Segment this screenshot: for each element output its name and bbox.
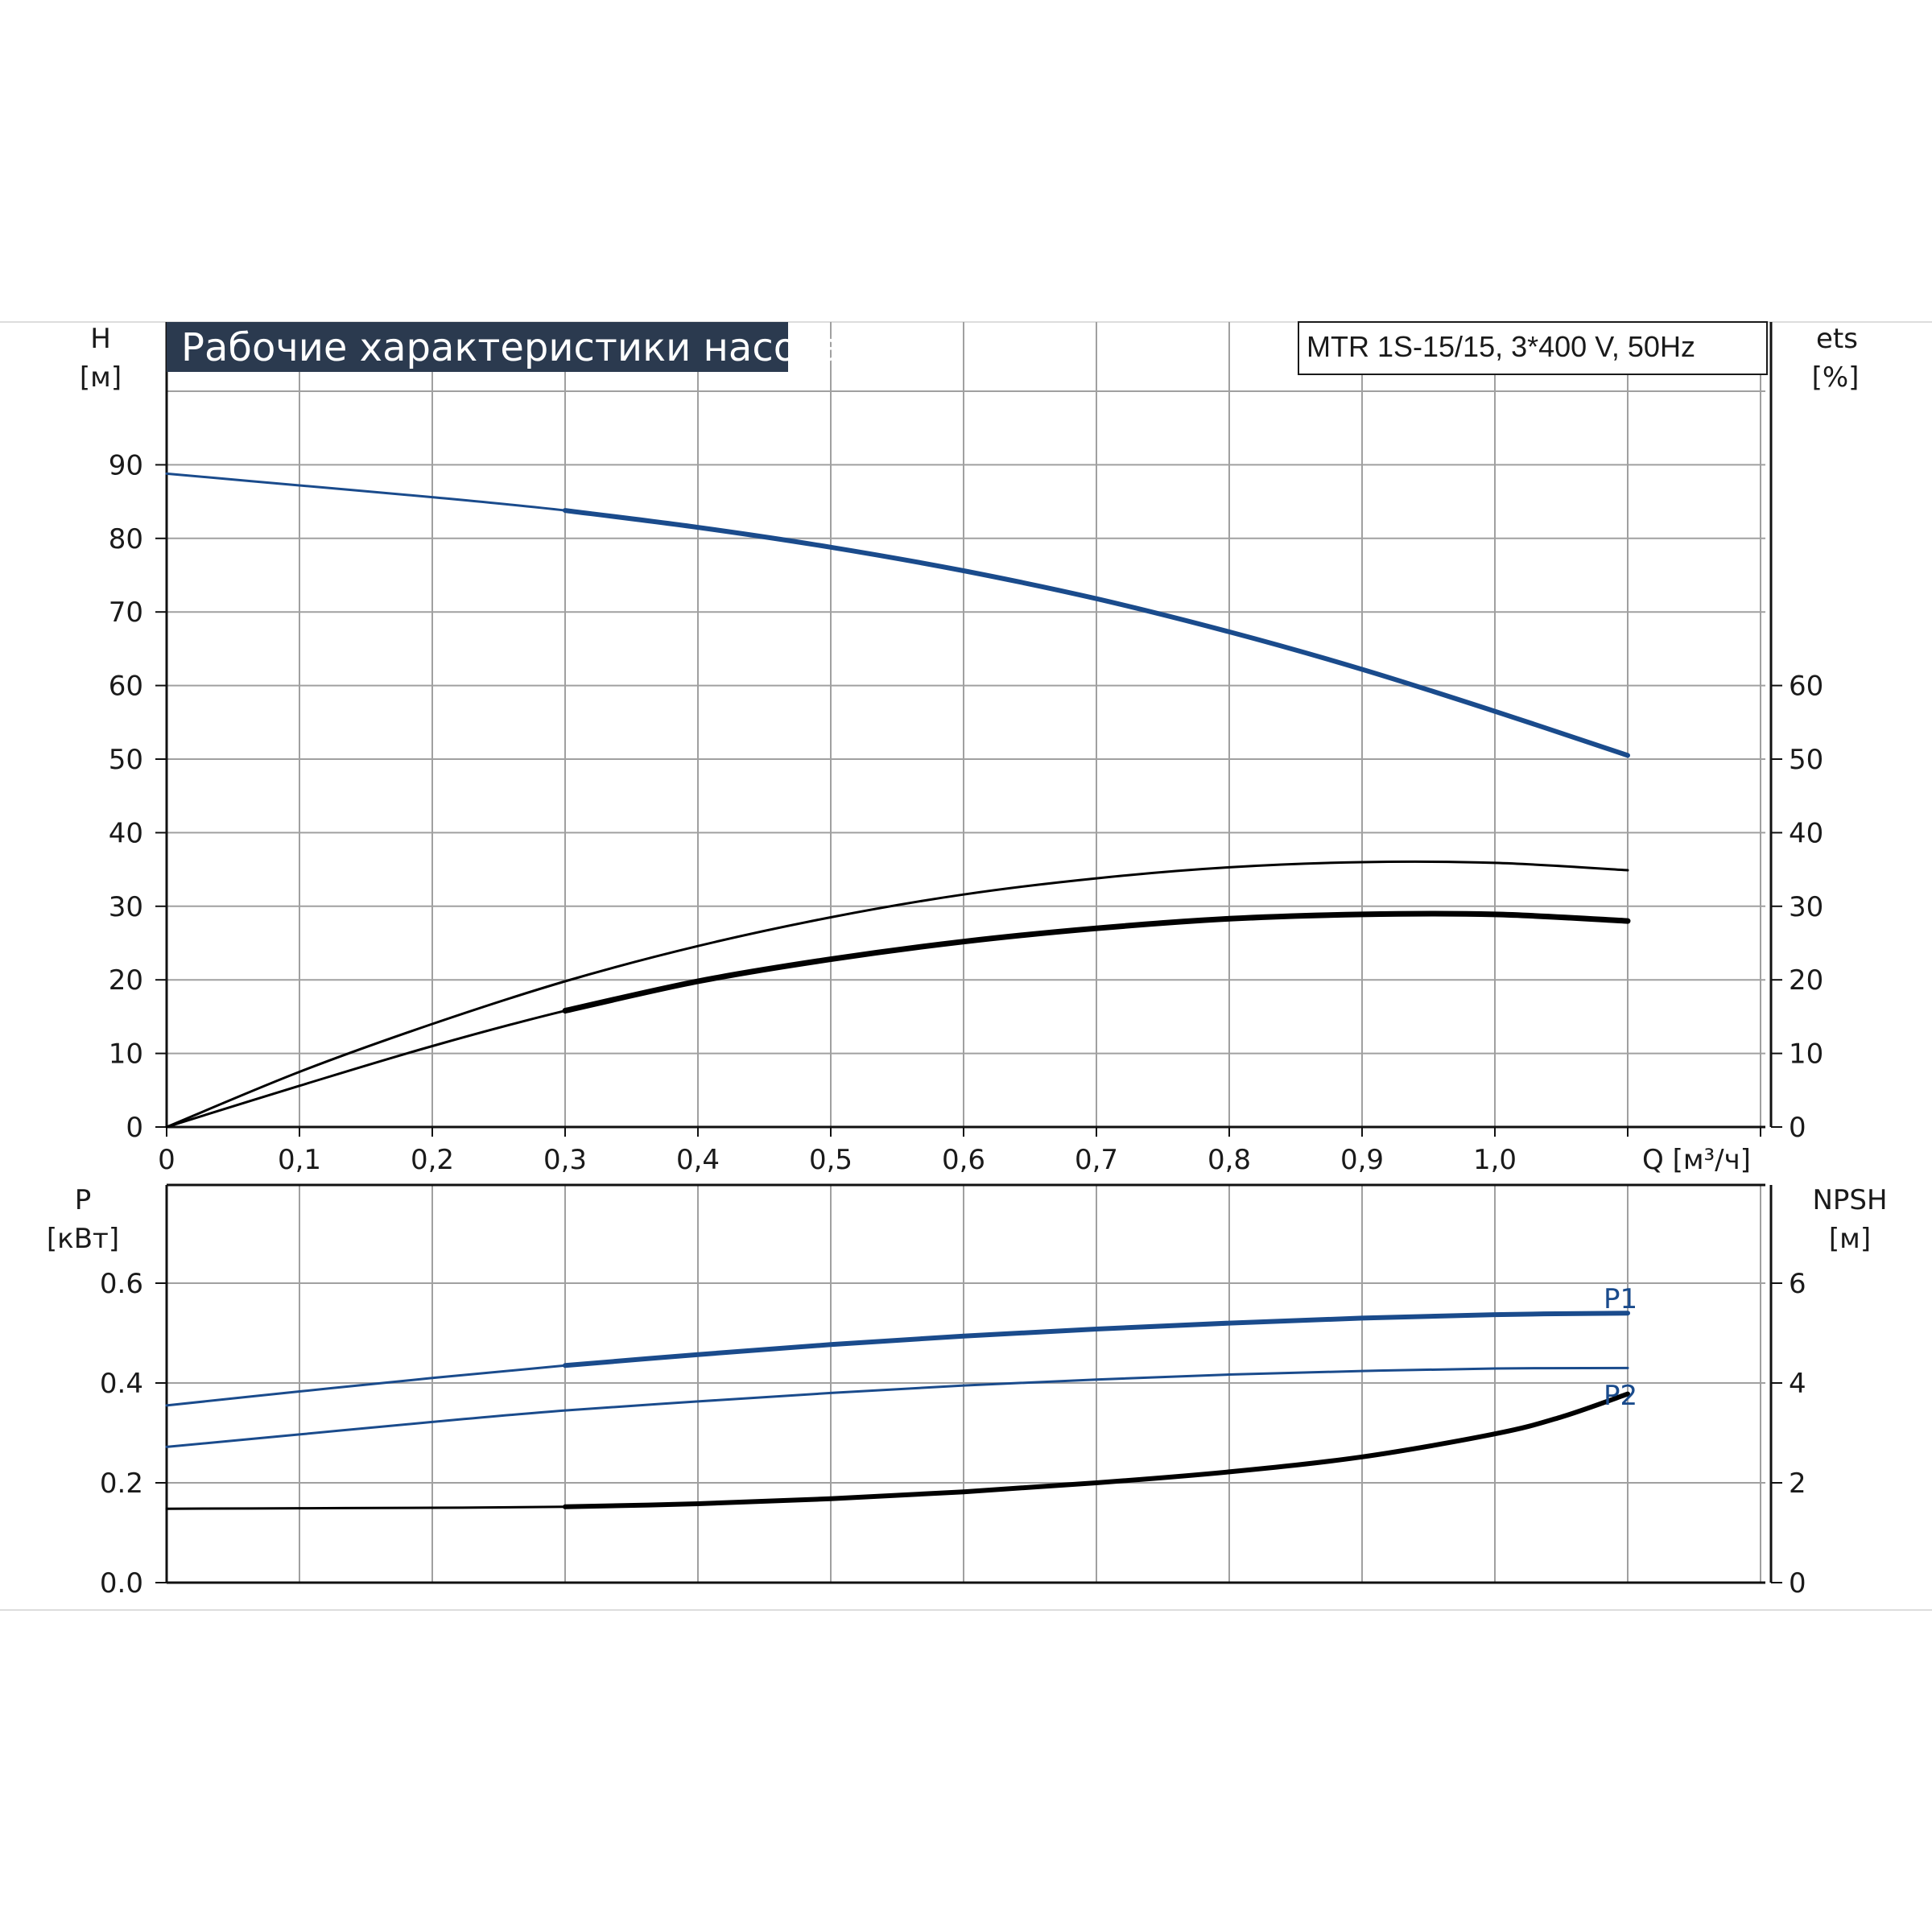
p-tick-label: 0.4 [100, 1368, 143, 1400]
eta-axis-label: ets [1816, 323, 1858, 355]
x-tick-label: 0,3 [543, 1144, 587, 1176]
power-axis-unit: [кВт] [47, 1223, 119, 1255]
npsh-tick-label: 6 [1789, 1268, 1806, 1300]
y-tick-label: 0 [126, 1112, 143, 1144]
p2-curve [165, 1366, 1629, 1448]
x-tick-label: 0,4 [676, 1144, 720, 1176]
eta_2-curve-operating-range [562, 910, 1631, 1014]
npsh-tick-label: 2 [1789, 1468, 1806, 1500]
y2-tick-label: 50 [1789, 744, 1823, 776]
x-tick-label: 0,9 [1340, 1144, 1384, 1176]
npsh-axis-unit: [м] [1829, 1223, 1871, 1255]
x-tick-label: 0,6 [942, 1144, 985, 1176]
y-tick-label: 80 [109, 523, 143, 555]
p2-curve-label: P2 [1604, 1380, 1637, 1412]
head-axis-unit: [м] [80, 361, 122, 394]
x-tick-label: 0,5 [809, 1144, 852, 1176]
model-label-box [1298, 321, 1768, 375]
p-tick-label: 0.6 [100, 1268, 143, 1300]
y-tick-label: 40 [109, 817, 143, 849]
y2-tick-label: 10 [1789, 1038, 1823, 1071]
y2-tick-label: 20 [1789, 964, 1823, 997]
x-tick-label: 0,7 [1075, 1144, 1118, 1176]
y2-tick-label: 0 [1789, 1112, 1806, 1144]
y-tick-label: 90 [109, 449, 143, 481]
npsh-tick-label: 4 [1789, 1368, 1806, 1400]
head-axis-label: H [90, 323, 111, 355]
npsh-tick-label: 0 [1789, 1567, 1806, 1600]
top-grid [167, 322, 1765, 1127]
y-tick-label: 20 [109, 964, 143, 997]
chart-title-text: Рабочие характеристики насоса [181, 325, 842, 370]
p1-curve-label: P1 [1604, 1283, 1637, 1315]
y2-tick-label: 30 [1789, 891, 1823, 923]
head-curve [165, 472, 1629, 757]
axes [165, 322, 1773, 1584]
tick-labels: 0 0,1 0,2 0,3 0,4 0,5 0,6 0,7 0,8 0,9 1,0010203040… [100, 449, 1823, 1600]
head-curve-operating-range [563, 508, 1630, 758]
x-tick-label: 0,8 [1208, 1144, 1251, 1176]
p1-curve-operating-range [563, 1311, 1630, 1368]
p-tick-label: 0.2 [100, 1468, 143, 1500]
y-tick-label: 60 [109, 671, 143, 703]
x-tick-label: 0,1 [278, 1144, 321, 1176]
x-tick-label: 1,0 [1473, 1144, 1517, 1176]
y-tick-label: 10 [109, 1038, 143, 1071]
eta_1-curve [165, 860, 1629, 1129]
bottom-grid [167, 1185, 1765, 1583]
eta_2-curve [165, 912, 1629, 1129]
x-tick-label: 0 [158, 1144, 175, 1176]
chart-title: Рабочие характеристики насоса [167, 322, 842, 372]
y-tick-label: 70 [109, 597, 143, 629]
model-label: MTR 1S-15/15, 3*400 V, 50Hz [1298, 321, 1768, 375]
x-tick-label: 0,2 [411, 1144, 454, 1176]
model-label-text: MTR 1S-15/15, 3*400 V, 50Hz [1307, 330, 1695, 363]
npsh-curve-operating-range [563, 1391, 1630, 1509]
eta-axis-unit: [%] [1812, 361, 1860, 394]
power-axis-label: P [75, 1184, 92, 1216]
p1-curve [165, 1311, 1629, 1407]
flow-axis-label: Q [м³/ч] [1642, 1144, 1751, 1176]
p-tick-label: 0.0 [100, 1567, 143, 1600]
chart-title-background [167, 322, 788, 372]
npsh-axis-label: NPSH [1812, 1184, 1887, 1216]
y-tick-label: 30 [109, 891, 143, 923]
y2-tick-label: 40 [1789, 817, 1823, 849]
curves [165, 472, 1631, 1510]
y2-tick-label: 60 [1789, 671, 1823, 703]
y-tick-label: 50 [109, 744, 143, 776]
